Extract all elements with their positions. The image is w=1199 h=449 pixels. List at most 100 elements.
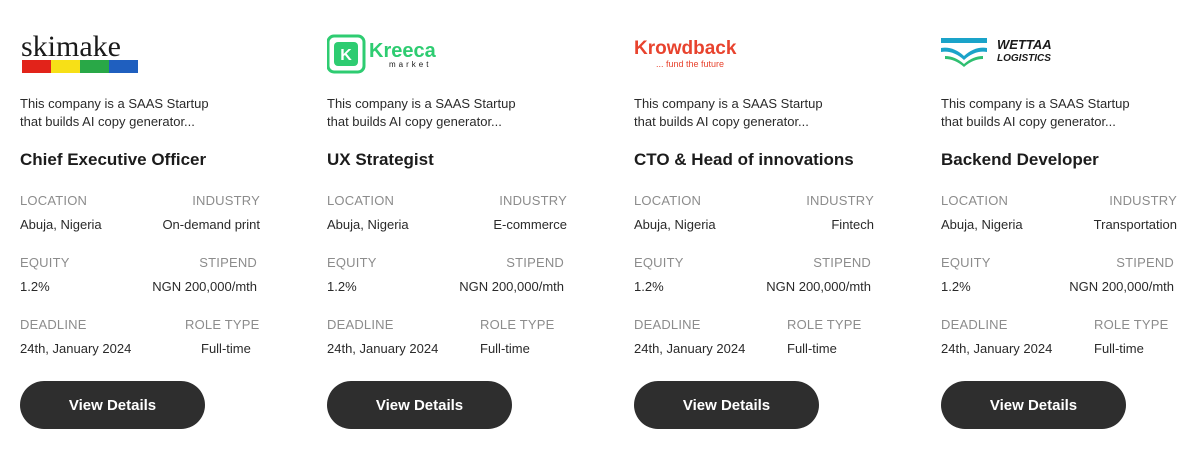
location-label: LOCATION <box>634 193 702 208</box>
job-card-kreeca: K Kreeca market This company is a SAAS S… <box>326 0 567 449</box>
description-line: that builds AI copy generator... <box>20 114 195 129</box>
view-details-button[interactable]: View Details <box>20 381 205 429</box>
industry-value: E-commerce <box>493 217 567 232</box>
deadline-label: DEADLINE <box>634 317 701 332</box>
logo-wordmark: WETTAA <box>997 37 1052 52</box>
stipend-value: NGN 200,000/mth <box>766 279 871 294</box>
logo-wordmark: Krowdback <box>634 38 737 59</box>
description-line: that builds AI copy generator... <box>327 114 502 129</box>
job-title: Backend Developer <box>941 150 1099 169</box>
details-row-location-industry: LOCATION INDUSTRY Abuja, Nigeria Transpo… <box>941 193 1177 233</box>
logo-stripe-yellow <box>51 60 80 73</box>
details-row-deadline-roletype: DEADLINE ROLE TYPE 24th, January 2024 Fu… <box>941 317 1177 357</box>
details-row-deadline-roletype: DEADLINE ROLE TYPE 24th, January 2024 Fu… <box>327 317 567 357</box>
company-logo-skimake: skimake <box>20 26 260 76</box>
equity-value: 1.2% <box>327 279 357 294</box>
job-card-krowdback: Krowdback ... fund the future This compa… <box>634 0 874 449</box>
industry-label: INDUSTRY <box>806 193 874 208</box>
deadline-label: DEADLINE <box>941 317 1008 332</box>
stipend-label: STIPEND <box>506 255 564 270</box>
equity-label: EQUITY <box>634 255 684 270</box>
industry-value: Transportation <box>1093 217 1177 232</box>
company-description: This company is a SAAS Startup that buil… <box>20 95 260 131</box>
view-details-button[interactable]: View Details <box>327 381 512 429</box>
industry-value: Fintech <box>831 217 874 232</box>
deadline-value: 24th, January 2024 <box>941 341 1053 356</box>
location-value: Abuja, Nigeria <box>941 217 1023 232</box>
industry-value: On-demand print <box>162 217 260 232</box>
stipend-label: STIPEND <box>199 255 257 270</box>
logo-stripe-red <box>22 60 51 73</box>
equity-label: EQUITY <box>20 255 70 270</box>
company-description: This company is a SAAS Startup that buil… <box>634 95 874 131</box>
logo-mark-letter: K <box>340 47 352 64</box>
roletype-value: Full-time <box>1094 341 1144 356</box>
roletype-value: Full-time <box>480 341 530 356</box>
equity-value: 1.2% <box>634 279 664 294</box>
job-title: Chief Executive Officer <box>20 150 207 169</box>
description-line: This company is a SAAS Startup <box>634 96 823 111</box>
details-row-equity-stipend: EQUITY STIPEND 1.2% NGN 200,000/mth <box>20 255 260 295</box>
equity-value: 1.2% <box>941 279 971 294</box>
roletype-label: ROLE TYPE <box>1094 317 1169 332</box>
stipend-label: STIPEND <box>813 255 871 270</box>
location-value: Abuja, Nigeria <box>634 217 716 232</box>
job-title: CTO & Head of innovations <box>634 150 854 169</box>
location-value: Abuja, Nigeria <box>327 217 409 232</box>
krowdback-logo-icon: Krowdback ... fund the future <box>634 38 737 69</box>
job-card-skimake: skimake This company is a SAAS Startup t… <box>20 0 260 449</box>
industry-label: INDUSTRY <box>192 193 260 208</box>
stipend-value: NGN 200,000/mth <box>152 279 257 294</box>
details-row-location-industry: LOCATION INDUSTRY Abuja, Nigeria Fintech <box>634 193 874 233</box>
details-row-location-industry: LOCATION INDUSTRY Abuja, Nigeria On-dema… <box>20 193 260 233</box>
view-details-button[interactable]: View Details <box>634 381 819 429</box>
equity-label: EQUITY <box>941 255 991 270</box>
roletype-value: Full-time <box>787 341 837 356</box>
logo-tagline: ... fund the future <box>656 59 724 69</box>
logo-wave-top <box>941 38 987 43</box>
stipend-value: NGN 200,000/mth <box>1069 279 1174 294</box>
location-value: Abuja, Nigeria <box>20 217 102 232</box>
stipend-value: NGN 200,000/mth <box>459 279 564 294</box>
logo-wordmark: skimake <box>21 30 121 63</box>
logo-stripe-blue <box>109 60 138 73</box>
logo-subtext: market <box>389 60 431 69</box>
description-line: This company is a SAAS Startup <box>327 96 516 111</box>
roletype-label: ROLE TYPE <box>185 317 260 332</box>
deadline-label: DEADLINE <box>327 317 394 332</box>
logo-wave-mid <box>941 47 987 60</box>
roletype-label: ROLE TYPE <box>480 317 555 332</box>
roletype-label: ROLE TYPE <box>787 317 862 332</box>
equity-value: 1.2% <box>20 279 50 294</box>
logo-mark-fill <box>334 42 358 66</box>
wettaa-logo-icon: WETTAA LOGISTICS <box>941 37 1052 67</box>
roletype-value: Full-time <box>201 341 251 356</box>
location-label: LOCATION <box>941 193 1009 208</box>
description-line: This company is a SAAS Startup <box>20 96 209 111</box>
view-details-button[interactable]: View Details <box>941 381 1126 429</box>
job-card-wettaa: WETTAA LOGISTICS This company is a SAAS … <box>941 0 1181 449</box>
details-row-location-industry: LOCATION INDUSTRY Abuja, Nigeria E-comme… <box>327 193 567 233</box>
logo-wordmark: Kreeca <box>369 40 437 62</box>
equity-label: EQUITY <box>327 255 377 270</box>
company-description: This company is a SAAS Startup that buil… <box>327 95 567 131</box>
skimake-logo-icon: skimake <box>21 30 138 73</box>
location-label: LOCATION <box>327 193 395 208</box>
stipend-label: STIPEND <box>1116 255 1174 270</box>
industry-label: INDUSTRY <box>1109 193 1177 208</box>
company-logo-krowdback: Krowdback ... fund the future <box>634 26 874 76</box>
description-line: This company is a SAAS Startup <box>941 96 1130 111</box>
deadline-value: 24th, January 2024 <box>634 341 746 356</box>
details-row-equity-stipend: EQUITY STIPEND 1.2% NGN 200,000/mth <box>941 255 1177 295</box>
location-label: LOCATION <box>20 193 88 208</box>
details-row-deadline-roletype: DEADLINE ROLE TYPE 24th, January 2024 Fu… <box>634 317 874 357</box>
company-description: This company is a SAAS Startup that buil… <box>941 95 1181 131</box>
deadline-value: 24th, January 2024 <box>20 341 132 356</box>
company-logo-kreeca: K Kreeca market <box>326 26 567 76</box>
details-row-deadline-roletype: DEADLINE ROLE TYPE 24th, January 2024 Fu… <box>20 317 260 357</box>
industry-label: INDUSTRY <box>499 193 567 208</box>
job-title: UX Strategist <box>327 150 434 169</box>
company-logo-wettaa: WETTAA LOGISTICS <box>941 26 1181 76</box>
description-line: that builds AI copy generator... <box>634 114 809 129</box>
